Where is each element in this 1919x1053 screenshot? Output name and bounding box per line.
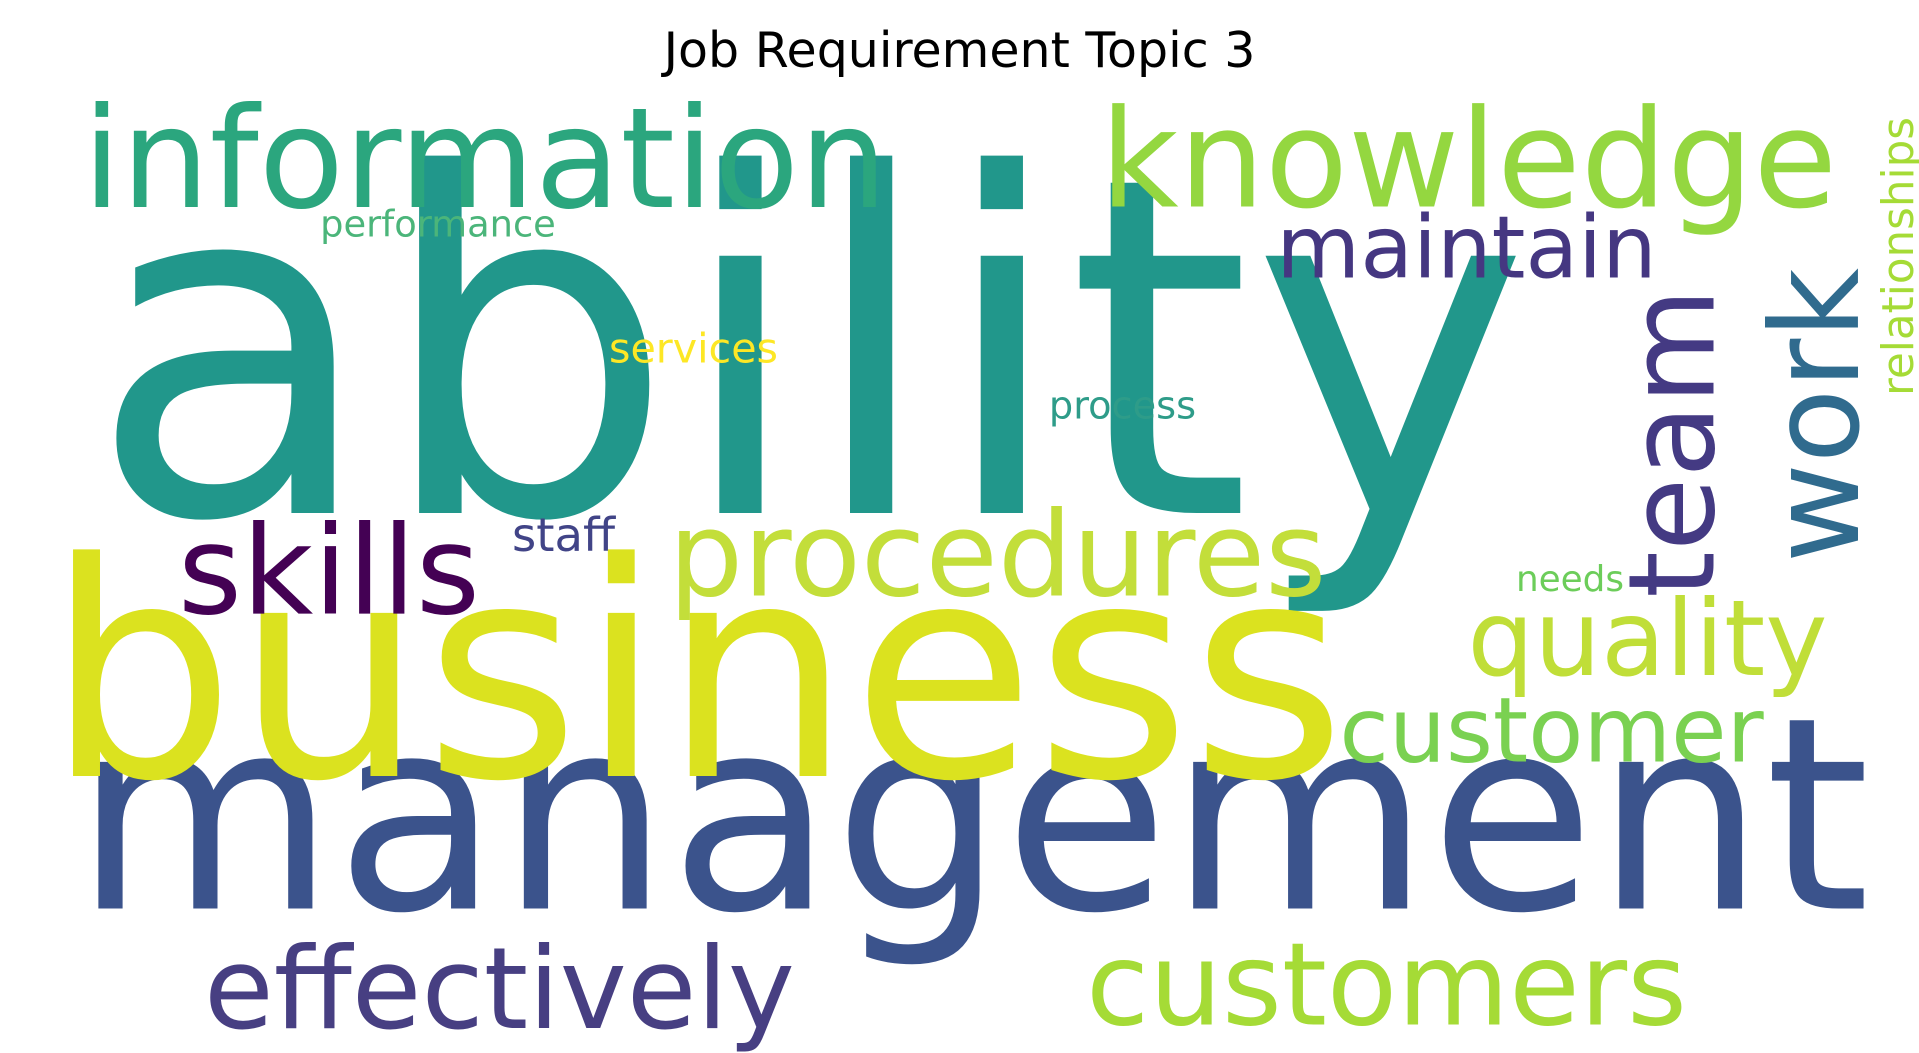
word-services: services <box>609 325 778 373</box>
word-information: information <box>82 78 887 240</box>
word-knowledge: knowledge <box>1100 82 1837 240</box>
word-work: work <box>1745 268 1887 563</box>
word-relationships: relationships <box>1874 117 1919 396</box>
word-process: process <box>1049 384 1196 429</box>
word-ability: ability <box>88 76 1530 624</box>
word-procedures: procedures <box>669 487 1327 624</box>
word-maintain: maintain <box>1276 199 1657 299</box>
word-customer: customer <box>1339 679 1764 784</box>
word-quality: quality <box>1467 577 1827 700</box>
word-management: management <box>74 661 1870 973</box>
word-effectively: effectively <box>204 923 795 1053</box>
word-skills: skills <box>178 501 480 644</box>
word-customers: customers <box>1086 919 1687 1053</box>
word-needs: needs <box>1516 559 1624 600</box>
word-business: business <box>46 500 1346 847</box>
word-staff: staff <box>512 508 616 562</box>
figure-title: Job Requirement Topic 3 <box>663 22 1256 79</box>
word-team: team <box>1604 288 1743 598</box>
word-performance: performance <box>320 203 556 246</box>
